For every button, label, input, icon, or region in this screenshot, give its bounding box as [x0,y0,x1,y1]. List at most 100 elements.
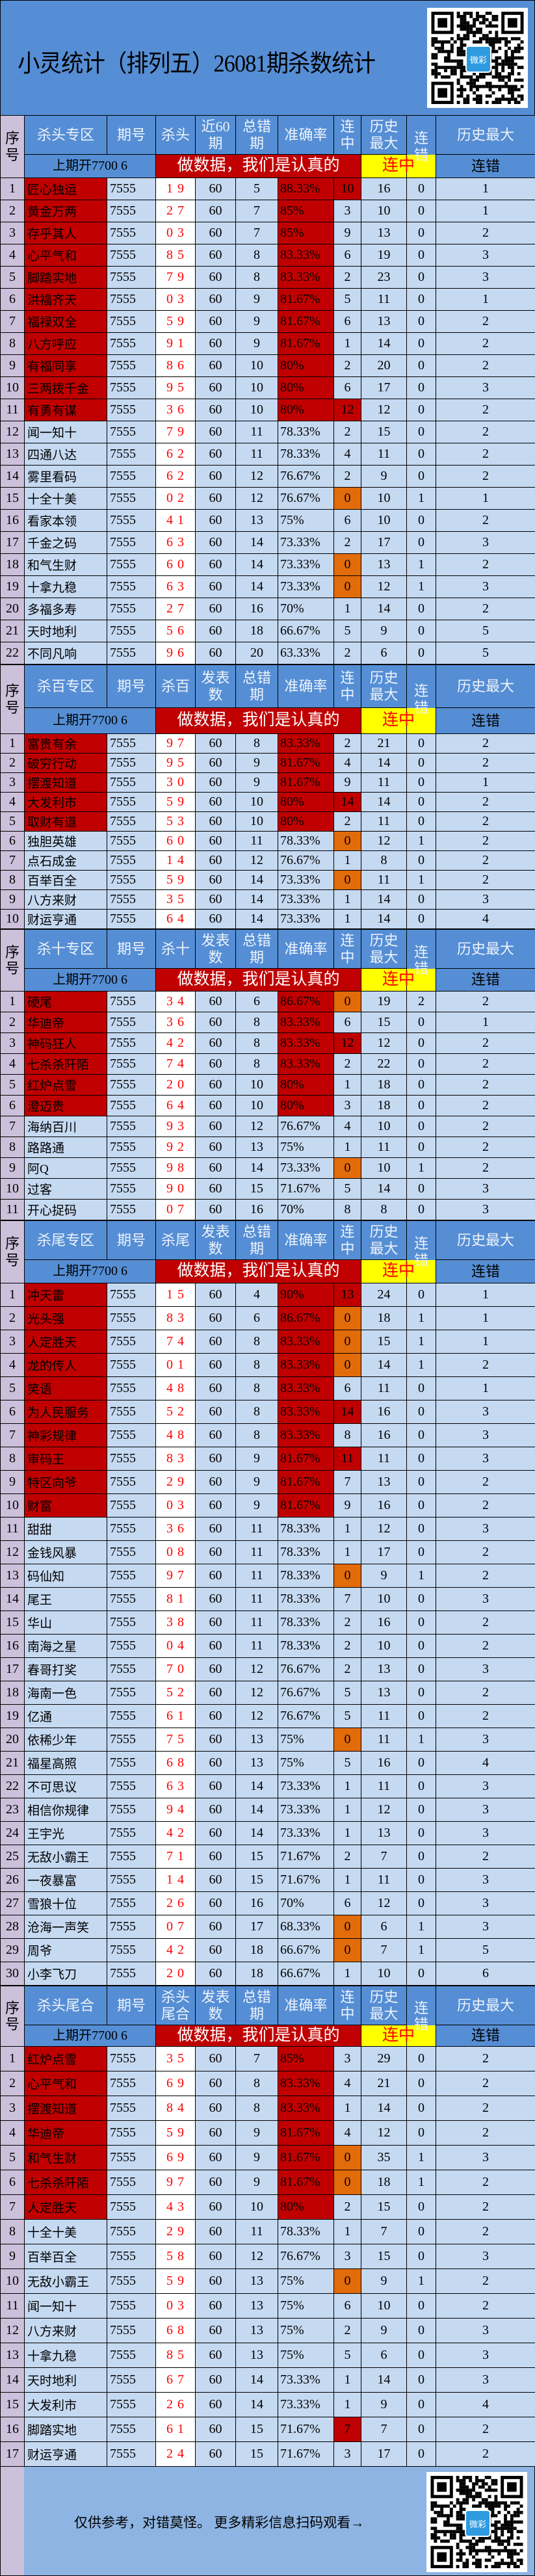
section-table: 序号杀尾专区期号杀尾发表数总错期准确率连中历史最大连错历史最大上期开7700 6… [0,1220,535,1986]
cell-count: 60 [196,2096,236,2121]
cell-total-err: 8 [236,1033,278,1054]
cell-total-err: 14 [236,871,278,890]
cell-accuracy: 73.33% [278,554,334,576]
cell-hist-max: 18 [361,1307,407,1330]
header-total-err: 总错期 [236,930,278,969]
cell-hist-max: 18 [361,1096,407,1116]
cell-lose: 0 [407,2220,436,2244]
cell-name: 富贵有余 [25,734,107,754]
cell-name: 依稀少年 [25,1728,107,1752]
cell-hist-max: 10 [361,1158,407,1179]
cell-hist-max-lose: 2 [436,2195,535,2220]
cell-count: 60 [196,851,236,871]
cell-hist-max: 15 [361,2195,407,2220]
cell-total-err: 9 [236,773,278,793]
cell-lose: 0 [407,1845,436,1869]
cell-streak: 7 [334,1471,361,1494]
cell-kill: 2 0 [156,1962,196,1986]
cell-hist-max-lose: 5 [436,1939,535,1962]
cell-name: 特区向爷 [25,1471,107,1494]
cell-issue: 7555 [107,642,156,664]
cell-count: 60 [196,267,236,289]
cell-streak: 5 [334,1681,361,1705]
cell-seq: 3 [1,2096,25,2121]
cell-accuracy: 88.33% [278,178,334,200]
cell-seq: 10 [1,1494,25,1518]
cell-issue: 7555 [107,2393,156,2417]
cell-name: 四通八达 [25,443,107,466]
cell-seq: 24 [1,1822,25,1845]
cell-seq: 29 [1,1939,25,1962]
header-seq: 序号 [1,116,25,178]
header-hist-max-lose: 历史最大 [436,116,535,155]
cell-streak: 1 [334,851,361,871]
cell-seq: 16 [1,1635,25,1658]
cell-hist-max: 9 [361,620,407,642]
cell-issue: 7555 [107,1845,156,1869]
cell-streak: 5 [334,289,361,311]
cell-total-err: 14 [236,890,278,910]
cell-hist-max: 14 [361,2368,407,2393]
cell-total-err: 13 [236,1728,278,1752]
cell-kill: 1 4 [156,851,196,871]
cell-seq: 10 [1,1179,25,1200]
cell-count: 60 [196,1939,236,1962]
cell-hist-max: 17 [361,377,407,399]
section-table: 序号杀十专区期号杀十发表数总错期准确率连中历史最大连错历史最大上期开7700 6… [0,929,535,1220]
cell-total-err: 12 [236,1705,278,1728]
cell-accuracy: 70% [278,598,334,620]
cell-total-err: 14 [236,2368,278,2393]
cell-lose: 0 [407,1611,436,1635]
cell-kill: 5 2 [156,1400,196,1424]
cell-seq: 18 [1,554,25,576]
header-accuracy: 准确率 [278,1986,334,2025]
cell-total-err: 11 [236,1518,278,1541]
cell-seq: 2 [1,200,25,222]
cell-count: 60 [196,1494,236,1518]
cell-kill: 7 0 [156,1658,196,1681]
cell-streak: 6 [334,2294,361,2319]
cell-name: 沧海一声笑 [25,1915,107,1939]
cell-hist-max: 6 [361,2343,407,2368]
header-kill: 杀尾 [156,1221,196,1260]
cell-count: 60 [196,510,236,532]
cell-count: 60 [196,1658,236,1681]
cell-name: 笑语 [25,1377,107,1400]
cell-streak: 1 [334,1798,361,1822]
cell-streak: 0 [334,1915,361,1939]
header-count: 近60期 [196,116,236,155]
cell-seq: 23 [1,1798,25,1822]
cell-seq: 11 [1,1200,25,1220]
cell-streak: 2 [334,355,361,377]
cell-kill: 0 3 [156,222,196,244]
cell-name: 金钱风暴 [25,1541,107,1564]
cell-accuracy: 83.33% [278,1012,334,1033]
cell-count: 60 [196,2417,236,2442]
cell-issue: 7555 [107,1939,156,1962]
cell-lose: 0 [407,2393,436,2417]
cell-hist-max: 19 [361,992,407,1012]
cell-count: 60 [196,1518,236,1541]
cell-seq: 8 [1,333,25,355]
cell-total-err: 8 [236,734,278,754]
cell-seq: 10 [1,2269,25,2294]
cell-issue: 7555 [107,2047,156,2071]
cell-seq: 4 [1,244,25,267]
cell-hist-max-lose: 2 [436,2071,535,2096]
cell-hist-max: 11 [361,812,407,832]
cell-accuracy: 76.67% [278,466,334,488]
cell-hist-max-lose: 2 [436,2442,535,2467]
cell-lose: 0 [407,333,436,355]
header-hist-max-lose: 历史最大 [436,930,535,969]
